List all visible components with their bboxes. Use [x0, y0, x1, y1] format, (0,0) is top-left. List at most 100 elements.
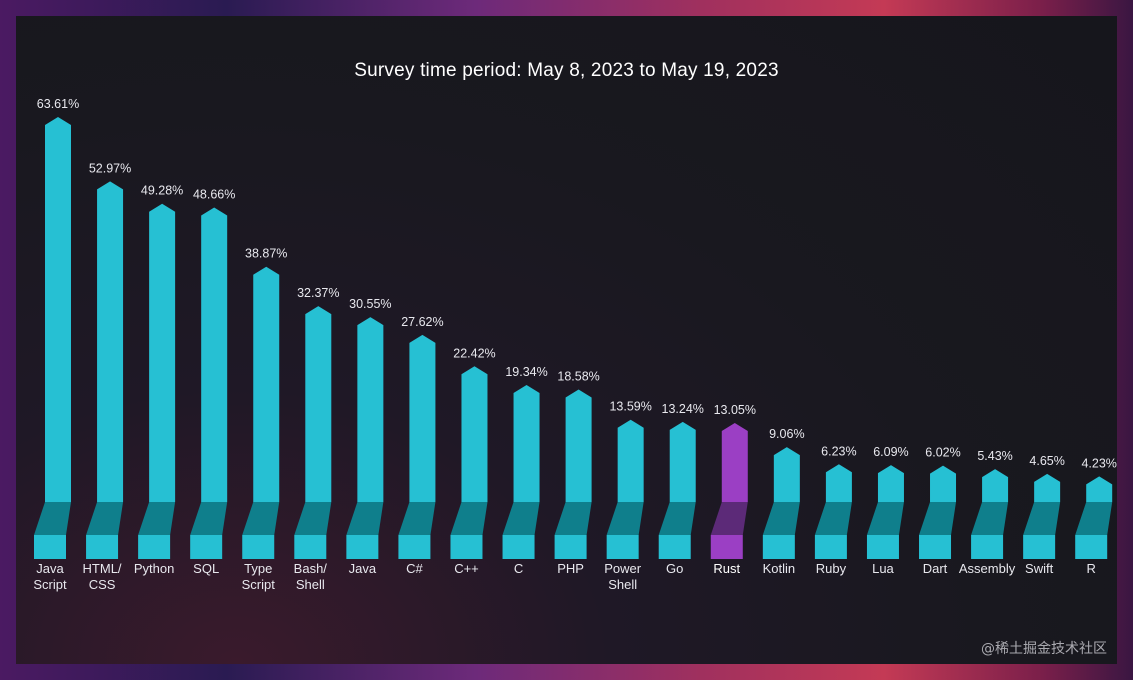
tick-label: Shell: [608, 577, 637, 592]
chart-title: Survey time period: May 8, 2023 to May 1…: [354, 60, 779, 81]
tick-label: C#: [406, 561, 423, 576]
bar-base-block: [814, 535, 847, 559]
bar-connector: [450, 502, 488, 535]
bar-base-block: [190, 535, 223, 559]
data-label: 52.97%: [89, 161, 131, 175]
bar-connector: [919, 502, 957, 535]
bar-connector: [814, 502, 852, 535]
data-label: 6.02%: [925, 446, 960, 460]
bar-base-block: [971, 535, 1004, 559]
chart-panel: Survey time period: May 8, 2023 to May 1…: [16, 16, 1117, 664]
data-label: 19.34%: [505, 365, 547, 379]
bar-group: 13.05% Rust: [710, 403, 756, 576]
bar: [982, 469, 1009, 502]
bar: [201, 207, 228, 502]
bar: [45, 117, 71, 502]
bar-base-block: [450, 535, 483, 559]
bar-connector: [502, 502, 540, 535]
bar-group: 18.58% PHP: [554, 370, 600, 576]
data-label: 27.62%: [401, 315, 443, 329]
data-label: 6.23%: [821, 444, 856, 458]
data-label: 5.43%: [977, 449, 1012, 463]
tick-label: Assembly: [959, 561, 1016, 576]
bar: [669, 421, 696, 502]
bar-connector: [1023, 502, 1061, 535]
bar: [357, 317, 384, 502]
bar: [1086, 476, 1113, 502]
bar-base-block: [346, 535, 379, 559]
bar-connector: [294, 502, 332, 535]
bar-connector: [242, 502, 280, 535]
bar-base-block: [86, 535, 119, 559]
bar-group: 6.02% Dart: [919, 446, 961, 576]
bar: [825, 464, 852, 502]
bar: [930, 465, 957, 502]
bar-base-block: [919, 535, 952, 559]
bar-group: 5.43% Assembly: [959, 449, 1016, 576]
tick-label: Swift: [1025, 561, 1054, 576]
bar-base-block: [710, 535, 743, 559]
bar-group: 6.23% Ruby: [814, 444, 857, 576]
bar-connector: [762, 502, 800, 535]
data-label: 32.37%: [297, 286, 339, 300]
bar-group: 4.65% Swift: [1023, 454, 1065, 576]
bar-group: 30.55% Java: [346, 297, 392, 576]
bar-connector: [346, 502, 384, 535]
tick-label: C++: [454, 561, 479, 576]
bar: [565, 389, 592, 502]
bar-group: 52.97% HTML/CSS: [83, 161, 132, 592]
tick-label: Java: [349, 561, 377, 576]
bar-chart: 63.61%JavaScript52.97%HTML/CSS49.28%Pyth…: [33, 97, 1117, 592]
bar-connector: [606, 502, 644, 535]
bar-group: 22.42% C++: [450, 346, 496, 576]
tick-label: Dart: [923, 561, 948, 576]
bar-base-block: [138, 535, 171, 559]
data-label: 13.59%: [609, 400, 651, 414]
data-label: 4.65%: [1029, 454, 1064, 468]
bar-base-block: [606, 535, 639, 559]
bar: [409, 334, 436, 502]
tick-label: Python: [134, 561, 174, 576]
bar: [253, 266, 280, 502]
data-label: 9.06%: [769, 427, 804, 441]
tick-label: Shell: [296, 577, 325, 592]
tick-label: Go: [666, 561, 683, 576]
tick-label: Ruby: [816, 561, 847, 576]
bar-base-block: [34, 535, 66, 559]
data-label: 48.66%: [193, 187, 235, 201]
bar-base-block: [502, 535, 535, 559]
bar-base-block: [554, 535, 587, 559]
bar: [877, 465, 904, 502]
data-label: 4.23%: [1081, 456, 1116, 470]
bar: [721, 423, 748, 502]
tick-label: R: [1087, 561, 1096, 576]
bar-base-block: [242, 535, 275, 559]
bar-connector: [866, 502, 904, 535]
bar: [149, 203, 176, 503]
bar-base-block: [1023, 535, 1056, 559]
tick-label: C: [514, 561, 523, 576]
bar-group: 49.28% Python: [134, 184, 183, 576]
bar-group: 48.66% SQL: [190, 187, 235, 576]
tick-label: Rust: [713, 561, 740, 576]
bar-group: 19.34% C: [502, 365, 548, 576]
bar-base-block: [762, 535, 795, 559]
data-label: 13.24%: [662, 402, 704, 416]
bar-base-block: [1075, 535, 1108, 559]
tick-label: Power: [604, 561, 642, 576]
bar: [461, 366, 488, 502]
bar-base-block: [294, 535, 327, 559]
data-label: 38.87%: [245, 247, 287, 261]
tick-label: Bash/: [294, 561, 328, 576]
bar-group: 9.06% Kotlin: [763, 427, 805, 576]
bar-connector: [554, 502, 592, 535]
bar-connector: [86, 502, 124, 535]
tick-label: SQL: [193, 561, 219, 576]
watermark: @稀土掘金技术社区: [981, 641, 1107, 657]
bar-connector: [658, 502, 696, 535]
bar-connector: [34, 502, 71, 535]
bar: [513, 384, 540, 502]
bar-base-block: [398, 535, 431, 559]
